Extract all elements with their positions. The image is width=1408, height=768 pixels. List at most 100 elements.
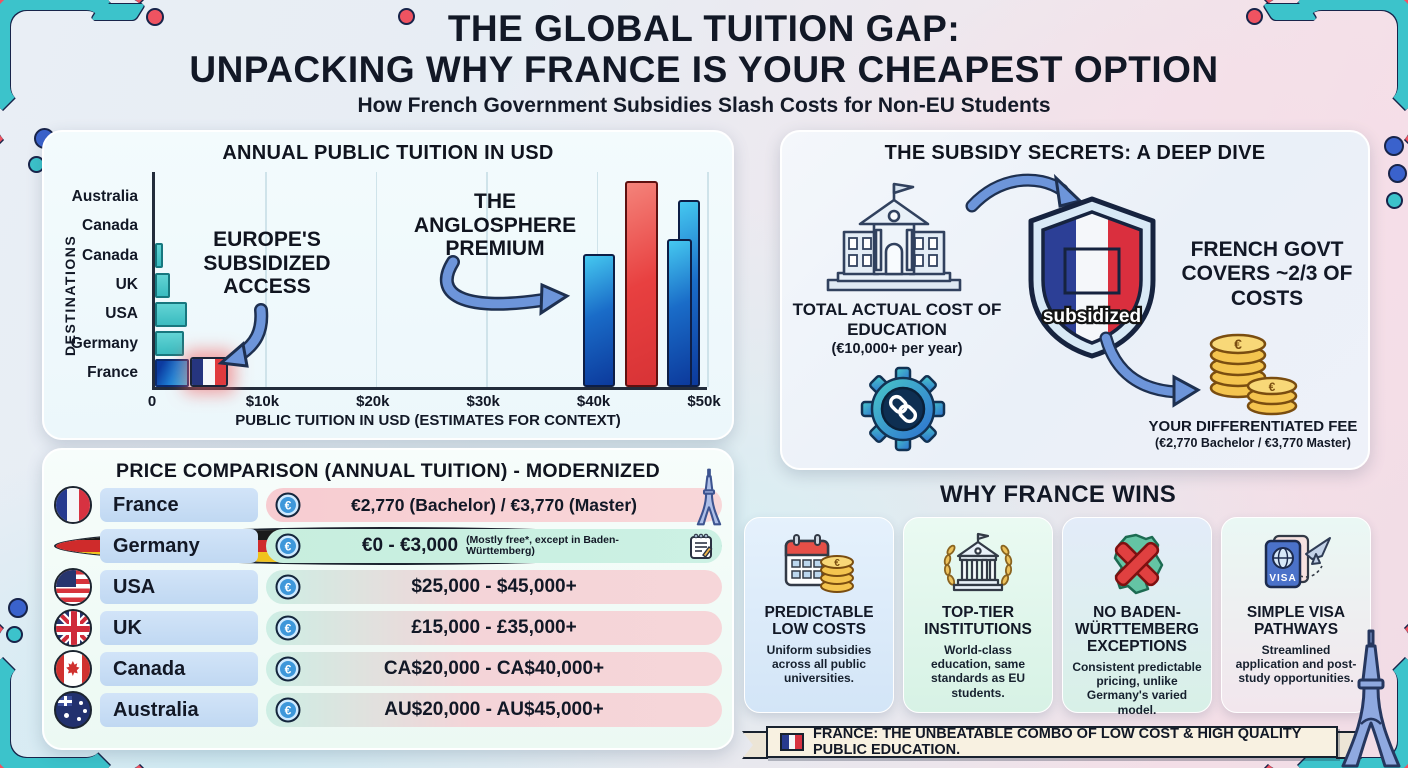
- flag-canada-icon: [54, 650, 92, 688]
- card-predictable-low-costs: € PREDICTABLE LOW COSTS Uniform subsidie…: [744, 517, 894, 713]
- country-label: Canada: [100, 652, 258, 686]
- euro-coin-icon: €: [275, 697, 301, 723]
- svg-text:€: €: [1234, 336, 1242, 352]
- euro-coin-icon: €: [275, 656, 301, 682]
- euro-coin-icon: €: [275, 533, 301, 559]
- svg-text:€: €: [285, 704, 292, 718]
- price-text: €0 - €3,000: [361, 535, 459, 556]
- subsidy-panel-title: THE SUBSIDY SECRETS: A DEEP DIVE: [884, 142, 1266, 164]
- arrow-building-to-shield-icon: [965, 173, 1083, 213]
- chart-x-axis-label: PUBLIC TUITION IN USD (ESTIMATES FOR CON…: [235, 412, 621, 429]
- card-body: World-class education, same standards as…: [930, 643, 1026, 700]
- french-flag-icon: [780, 733, 804, 751]
- chart-y-labels: Australia Canada Canada UK USA Germany France: [70, 188, 138, 382]
- euro-coins-stack-icon: € €: [1209, 333, 1298, 416]
- chart-title: ANNUAL PUBLIC TUITION IN USD: [222, 142, 554, 164]
- price-text: $25,000 - $45,000+: [411, 576, 577, 597]
- price-note: (Mostly free*, except in Baden-Württembe…: [466, 533, 619, 557]
- card-no-baden-wurttemberg-exceptions: NO BADEN-WÜRTTEMBERG EXCEPTIONS Consiste…: [1062, 517, 1212, 717]
- deco-dot: [1386, 192, 1403, 209]
- card-title: TOP-TIER INSTITUTIONS: [924, 604, 1032, 639]
- deco-dot: [8, 598, 28, 618]
- laurel-institution-icon: [904, 518, 1052, 602]
- price-table-title: PRICE COMPARISON (ANNUAL TUITION) - MODE…: [116, 460, 660, 482]
- ribbon-end-left: [742, 731, 768, 759]
- country-label: Australia: [100, 693, 258, 727]
- price-value: € AU$20,000 - AU$45,000+: [266, 693, 722, 727]
- svg-text:€: €: [285, 663, 292, 677]
- arrow-shield-to-coins-icon: [1099, 331, 1201, 408]
- table-row-uk: UK € £15,000 - £35,000+: [54, 609, 722, 647]
- price-text: £15,000 - £35,000+: [411, 617, 577, 638]
- card-title: PREDICTABLE LOW COSTS: [764, 604, 874, 639]
- euro-coin-icon: €: [275, 615, 301, 641]
- page-title-line1: THE GLOBAL TUITION GAP:: [447, 8, 961, 49]
- notepad-icon: [690, 533, 713, 559]
- card-title: NO BADEN-WÜRTTEMBERG EXCEPTIONS: [1075, 604, 1199, 656]
- footer-banner-text: FRANCE: THE UNBEATABLE COMBO OF LOW COST…: [813, 726, 1302, 758]
- fee-title: YOUR DIFFERENTIATED FEE: [1148, 418, 1358, 435]
- card-body: Streamlined application and post-study o…: [1235, 643, 1357, 686]
- euro-coin-icon: €: [275, 574, 301, 600]
- page-subtitle: How French Government Subsidies Slash Co…: [357, 93, 1051, 117]
- svg-text:VISA: VISA: [1269, 573, 1296, 584]
- deco-dot: [6, 626, 23, 643]
- differentiated-fee-label: YOUR DIFFERENTIATED FEE (€2,770 Bachelor…: [1142, 418, 1364, 451]
- chart-plot: EUROPE'S SUBSIDIZED ACCESS THE ANGLOSPHE…: [152, 172, 709, 390]
- price-value: € £15,000 - £35,000+: [266, 611, 722, 645]
- germany-map-x-icon: [1063, 518, 1211, 602]
- card-title: SIMPLE VISA PATHWAYS: [1246, 604, 1346, 639]
- table-row-germany: Germany € €0 - €3,000 (Mostly free*, exc…: [54, 527, 722, 565]
- why-france-title: WHY FRANCE WINS: [939, 481, 1177, 508]
- svg-text:€: €: [285, 499, 292, 513]
- price-comparison-panel: PRICE COMPARISON (ANNUAL TUITION) - MODE…: [42, 448, 734, 750]
- page-title-line2: UNPACKING WHY FRANCE IS YOUR CHEAPEST OP…: [189, 49, 1219, 91]
- table-row-canada: Canada € CA$20,000 - CA$40,000+: [54, 650, 722, 688]
- svg-text:€: €: [1269, 380, 1276, 394]
- shield-subsidized-label: subsidized: [1043, 306, 1141, 327]
- deco-dot: [1246, 8, 1263, 25]
- flag-uk-icon: [54, 609, 92, 647]
- flag-australia-icon: [54, 691, 92, 729]
- table-row-france: France € €2,770 (Bachelor) / €3,770 (Mas…: [54, 468, 722, 526]
- deco-dot: [1388, 164, 1407, 183]
- price-value: € CA$20,000 - CA$40,000+: [266, 652, 722, 686]
- price-value: € €0 - €3,000 (Mostly free*, except in B…: [266, 529, 722, 563]
- subsidy-secrets-panel: THE SUBSIDY SECRETS: A DEEP DIVE: [780, 130, 1370, 470]
- price-table-rows: France € €2,770 (Bachelor) / €3,770 (Mas…: [54, 468, 722, 734]
- france-shield-icon: subsidized: [1028, 196, 1156, 359]
- flag-usa-icon: [54, 568, 92, 606]
- annotation-anglosphere-premium: THE ANGLOSPHERE PREMIUM: [413, 190, 577, 261]
- university-building-icon: [826, 182, 962, 292]
- france-flag-marker-icon: [190, 357, 228, 387]
- svg-text:€: €: [834, 558, 840, 569]
- country-label: USA: [100, 570, 258, 604]
- gear-link-icon: [860, 366, 946, 452]
- country-label: UK: [100, 611, 258, 645]
- card-body: Uniform subsidies across all public univ…: [766, 643, 872, 686]
- deco-dot: [146, 8, 164, 26]
- table-row-usa: USA € $25,000 - $45,000+: [54, 568, 722, 606]
- fee-subtitle: (€2,770 Bachelor / €3,770 Master): [1155, 436, 1351, 451]
- price-value: € €2,770 (Bachelor) / €3,770 (Master): [266, 468, 722, 526]
- price-text: AU$20,000 - AU$45,000+: [384, 699, 604, 720]
- svg-text:€: €: [285, 540, 292, 554]
- annotation-europe-subsidized: EUROPE'S SUBSIDIZED ACCESS: [203, 228, 331, 299]
- total-cost-subtitle: (€10,000+ per year): [831, 341, 963, 358]
- card-body: Consistent predictable pricing, unlike G…: [1072, 660, 1202, 717]
- footer-banner: FRANCE: THE UNBEATABLE COMBO OF LOW COST…: [766, 726, 1338, 758]
- table-row-australia: Australia € AU$20,000 - AU$45,000+: [54, 691, 722, 729]
- govt-covers-label: FRENCH GOVT COVERS ~2/3 OF COSTS: [1181, 238, 1353, 310]
- total-cost-label: TOTAL ACTUAL COST OF EDUCATION (€10,000+…: [788, 300, 1006, 358]
- tuition-chart-panel: ANNUAL PUBLIC TUITION IN USD DESTINATION…: [42, 130, 734, 440]
- passport-plane-icon: VISA: [1222, 518, 1370, 602]
- chart-body: DESTINATIONS Australia Canada Canada UK USA G…: [44, 132, 732, 438]
- total-cost-title: TOTAL ACTUAL COST OF EDUCATION: [792, 300, 1002, 339]
- calendar-coins-icon: €: [745, 518, 893, 602]
- card-top-tier-institutions: TOP-TIER INSTITUTIONS World-class educat…: [903, 517, 1053, 713]
- country-label: Germany: [100, 529, 258, 563]
- eiffel-tower-icon: [696, 468, 722, 526]
- euro-coin-icon: €: [275, 492, 301, 518]
- flag-france-icon: [54, 486, 92, 524]
- country-label: France: [100, 488, 258, 522]
